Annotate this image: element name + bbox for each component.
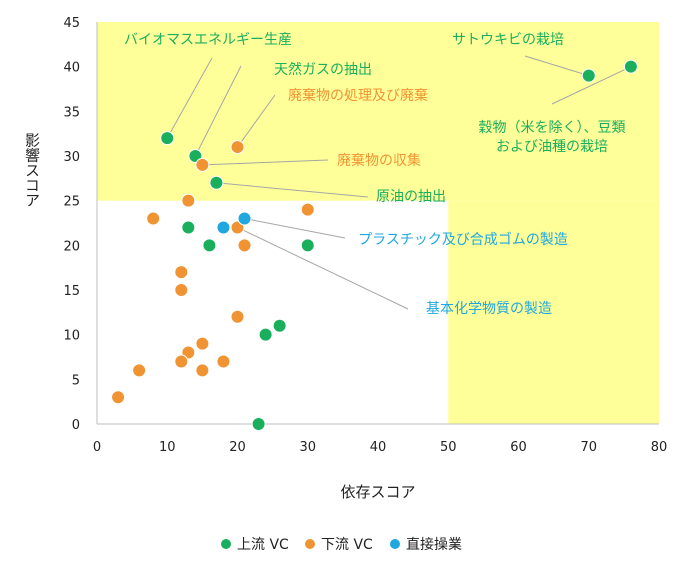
data-point-downstream [230,140,245,155]
y-tick-label: 5 [72,373,80,388]
y-tick-label: 15 [63,284,80,299]
x-tick-label: 60 [510,440,527,455]
annotation-label: バイオマスエネルギー生産 [124,32,292,48]
data-point-upstream [181,220,196,235]
data-point-upstream [209,175,224,190]
annotation-label: 廃棄物の処理及び廃棄 [288,87,428,104]
y-tick-label: 30 [63,150,80,165]
annotation-leader-line [237,227,409,310]
annotation-leader-line [524,55,589,77]
annotation-leader-line [166,57,213,139]
annotation-leader-line [216,182,369,198]
y-tick-label: 40 [63,61,80,76]
data-point-upstream [160,131,175,146]
y-tick-label: 20 [63,239,80,254]
highlight-region-1 [448,200,659,424]
annotation-label: プラスチック及び合成ゴムの製造 [358,231,568,248]
data-point-downstream [300,202,315,217]
data-point-downstream [132,363,147,378]
data-point-upstream [623,59,638,74]
data-point-downstream [230,309,245,324]
annotation-leader-line [194,65,242,157]
x-tick-label: 50 [440,440,457,455]
annotation-leader-line [551,66,632,105]
data-point-downstream [195,363,210,378]
data-point-downstream [216,354,231,369]
data-point-downstream [146,211,161,226]
data-point-downstream [237,238,252,253]
y-tick-label: 35 [63,105,80,120]
y-axis-title: 影響スコア [23,133,41,208]
legend-label: 下流 VC [321,537,373,553]
legend-marker [305,539,315,549]
x-axis-title: 依存スコア [340,483,415,501]
x-tick-label: 20 [229,440,246,455]
data-point-downstream [195,336,210,351]
highlight-region-0 [97,22,659,201]
annotation-leader-line [237,94,276,148]
x-tick-label: 30 [299,440,316,455]
annotation-label: 原油の抽出 [376,189,446,205]
x-tick-label: 70 [580,440,597,455]
x-tick-label: 0 [93,440,101,455]
x-tick-label: 40 [370,440,387,455]
data-point-downstream [174,354,189,369]
data-point-upstream [581,68,596,83]
data-point-upstream [251,417,266,431]
annotation-label: サトウキビの栽培 [452,32,564,48]
annotation-label: 廃棄物の収集 [337,152,421,169]
data-point-downstream [174,265,189,280]
data-point-upstream [300,238,315,253]
data-point-downstream [195,157,210,172]
data-point-downstream [174,283,189,297]
x-tick-label: 80 [651,440,668,455]
x-tick-label: 10 [159,440,176,455]
data-point-direct [216,220,231,235]
y-tick-label: 45 [63,16,80,31]
data-point-upstream [202,238,217,253]
data-point-downstream [181,193,196,208]
y-tick-label: 0 [72,418,80,433]
legend-label: 直接操業 [406,536,462,553]
data-point-upstream [272,318,287,333]
annotation-label: 穀物（米を除く）、豆類および油種の栽培 [479,120,626,155]
annotation-leader-line [244,218,346,239]
data-point-upstream [258,327,273,342]
data-point-direct [237,211,252,226]
legend-marker [221,539,231,549]
legend-marker [390,539,400,549]
y-tick-label: 10 [63,329,80,344]
annotation-leader-line [202,159,329,166]
annotation-label: 天然ガスの抽出 [274,61,372,78]
y-tick-label: 25 [63,195,80,210]
data-point-downstream [111,390,126,405]
annotation-label: 基本化学物質の製造 [426,300,552,317]
legend-label: 上流 VC [237,537,289,553]
